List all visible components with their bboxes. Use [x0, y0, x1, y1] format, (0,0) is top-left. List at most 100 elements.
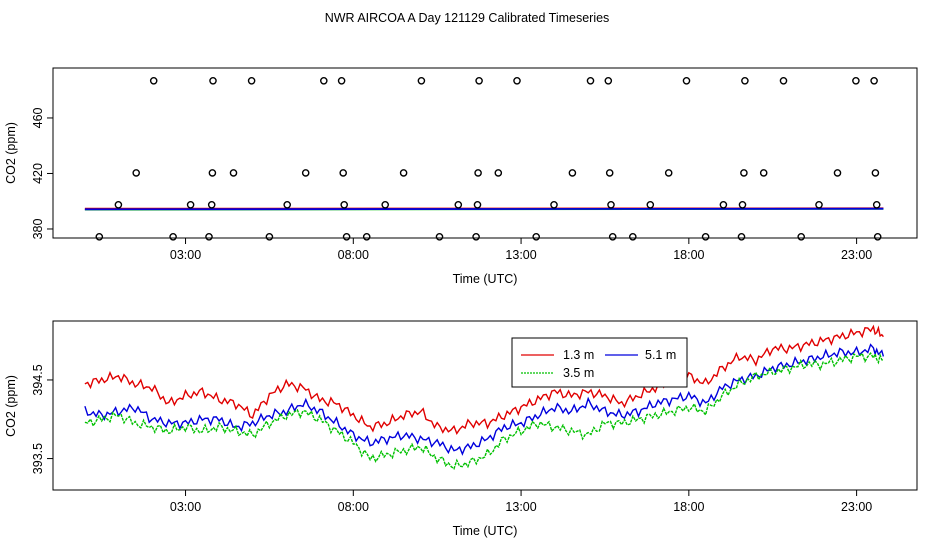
data-point — [532, 232, 541, 241]
data-point — [629, 232, 637, 241]
bottom-x-tick-label: 08:00 — [338, 500, 369, 514]
top-series-line — [84, 207, 884, 211]
data-point — [719, 200, 728, 209]
bottom-y-tick-label: 393.5 — [31, 443, 45, 474]
data-point — [682, 77, 691, 85]
data-point — [607, 200, 615, 209]
data-point — [454, 200, 463, 209]
data-point — [186, 200, 195, 209]
top-x-tick-label: 13:00 — [505, 248, 536, 262]
data-point — [265, 232, 274, 241]
top-y-tick-label: 460 — [31, 107, 45, 128]
top-x-axis: 03:00 08:00 13:00 18:00 23:00 — [170, 238, 872, 262]
data-point — [833, 169, 842, 177]
bottom-x-tick-label: 23:00 — [841, 500, 872, 514]
bottom-y-tick-label: 394.5 — [31, 364, 45, 395]
data-point — [209, 77, 217, 85]
top-x-tick-label: 18:00 — [673, 248, 704, 262]
data-point — [114, 200, 123, 209]
bottom-series-line — [84, 324, 884, 436]
data-point — [568, 169, 577, 177]
bottom-plot-frame — [52, 320, 918, 491]
data-point — [169, 232, 177, 241]
data-point — [873, 232, 882, 241]
bottom-panel: 03:00 08:00 13:00 18:00 23:00 393.5 394.5 Tim… — [4, 320, 918, 538]
data-point — [779, 77, 788, 85]
data-point — [872, 200, 881, 209]
data-point — [132, 169, 140, 177]
data-point — [435, 232, 444, 241]
data-point — [283, 200, 292, 209]
data-point — [513, 77, 521, 85]
data-point — [381, 200, 390, 209]
data-point — [149, 77, 158, 85]
top-x-tick-label: 23:00 — [841, 248, 872, 262]
data-point — [550, 200, 558, 209]
data-point — [815, 200, 823, 209]
top-y-axis-label: CO2 (ppm) — [4, 122, 18, 184]
top-series-lines — [84, 207, 884, 211]
data-point — [738, 200, 747, 209]
data-point — [646, 200, 655, 209]
data-point — [701, 232, 710, 241]
data-point — [340, 200, 349, 209]
top-x-tick-label: 08:00 — [338, 248, 369, 262]
data-point — [208, 169, 217, 177]
data-point — [797, 232, 806, 241]
top-plot-frame — [52, 67, 918, 239]
data-point — [337, 77, 346, 85]
data-point — [871, 169, 880, 177]
data-point — [205, 232, 213, 241]
data-point — [472, 232, 480, 241]
legend-label-3-5m: 3.5 m — [563, 366, 594, 380]
bottom-x-axis-label: Time (UTC) — [453, 524, 518, 538]
bottom-series-lines — [84, 324, 885, 470]
data-point — [399, 169, 408, 177]
bottom-x-axis: 03:00 08:00 13:00 18:00 23:00 — [170, 490, 872, 514]
top-x-axis-label: Time (UTC) — [453, 272, 518, 286]
data-point — [586, 77, 595, 85]
data-point — [417, 77, 426, 85]
bottom-series-line — [84, 343, 885, 456]
top-points — [95, 77, 882, 241]
data-point — [737, 232, 746, 241]
data-point — [740, 169, 748, 177]
data-point — [741, 77, 749, 85]
data-point — [608, 232, 617, 241]
chart-title: NWR AIRCOA A Day 121129 Calibrated Times… — [325, 11, 610, 25]
data-point — [605, 169, 614, 177]
data-point — [229, 169, 238, 177]
top-y-tick-label: 420 — [31, 163, 45, 184]
data-point — [95, 232, 104, 241]
bottom-x-tick-label: 13:00 — [505, 500, 536, 514]
bottom-series-line — [84, 351, 884, 470]
data-point — [474, 169, 482, 177]
data-point — [362, 232, 371, 241]
legend-label-5-1m: 5.1 m — [645, 348, 676, 362]
data-point — [852, 77, 860, 85]
top-panel: 03:00 08:00 13:00 18:00 23:00 380 420 460 Time… — [4, 67, 918, 286]
data-point — [473, 200, 482, 209]
bottom-x-tick-label: 18:00 — [673, 500, 704, 514]
data-point — [759, 169, 768, 177]
data-point — [342, 232, 351, 241]
data-point — [475, 77, 483, 85]
legend: 1.3 m 5.1 m 3.5 m — [511, 337, 688, 388]
data-point — [664, 169, 673, 177]
data-point — [319, 77, 328, 85]
data-point — [494, 169, 503, 177]
bottom-y-axis: 393.5 394.5 — [31, 364, 53, 474]
bottom-x-tick-label: 03:00 — [170, 500, 201, 514]
data-point — [247, 77, 256, 85]
top-y-axis: 380 420 460 — [31, 107, 53, 239]
data-point — [604, 77, 613, 85]
data-point — [339, 169, 348, 177]
top-y-tick-label: 380 — [31, 219, 45, 240]
data-point — [870, 77, 878, 85]
legend-label-1-3m: 1.3 m — [563, 348, 594, 362]
bottom-y-axis-label: CO2 (ppm) — [4, 375, 18, 437]
data-point — [207, 200, 216, 209]
top-x-tick-label: 03:00 — [170, 248, 201, 262]
data-point — [301, 169, 310, 177]
